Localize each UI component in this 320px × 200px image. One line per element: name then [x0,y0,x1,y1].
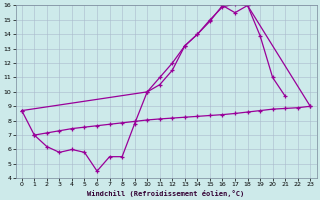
X-axis label: Windchill (Refroidissement éolien,°C): Windchill (Refroidissement éolien,°C) [87,190,245,197]
